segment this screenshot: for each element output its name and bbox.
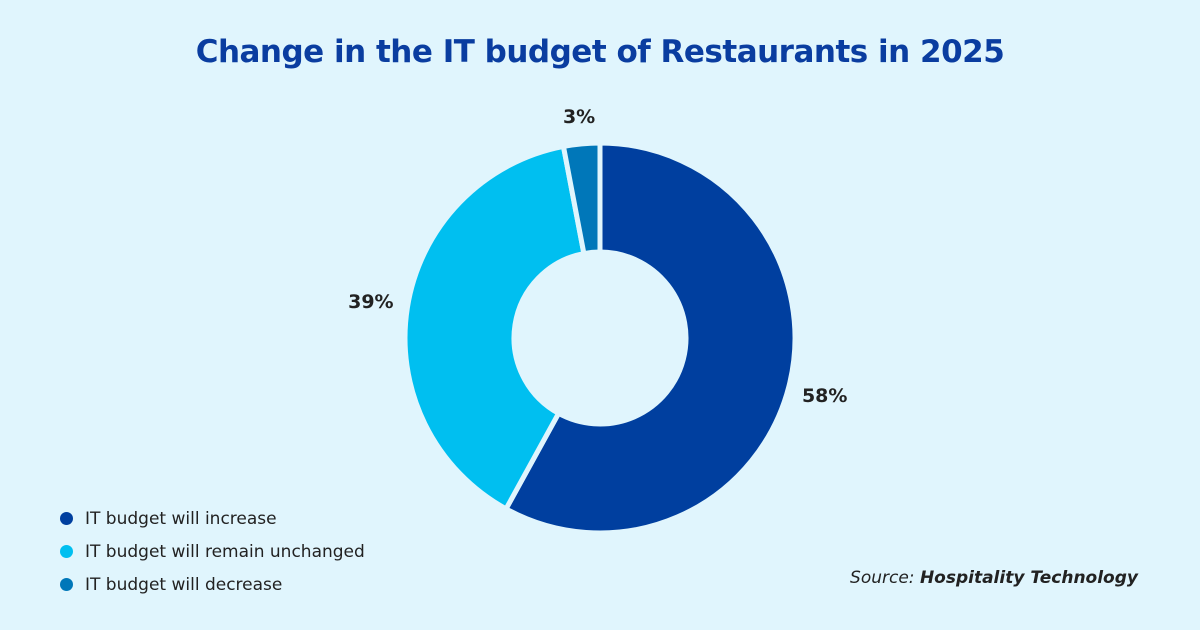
legend-dot-icon [60,545,73,558]
data-label: 3% [562,105,596,128]
legend-label: IT budget will increase [85,508,277,529]
data-label: 39% [348,290,394,313]
legend-label: IT budget will remain unchanged [85,541,365,562]
legend: IT budget will increase IT budget will re… [60,502,365,601]
source-prefix: Source: [850,568,915,588]
donut-slice-3 [560,140,603,257]
legend-item: IT budget will remain unchanged [60,535,365,568]
legend-dot-icon [60,512,73,525]
legend-dot-icon [60,578,73,591]
legend-item: IT budget will increase [60,502,365,535]
legend-label: IT budget will decrease [85,574,283,595]
donut-slice-2 [402,143,587,513]
source-name: Hospitality Technology [919,568,1138,588]
donut-slice-1 [502,140,798,536]
data-label: 58% [801,384,848,407]
source-note: Source: Hospitality Technology [850,568,1138,588]
legend-item: IT budget will decrease [60,568,365,601]
chart-title: Change in the IT budget of Restaurants i… [195,34,1005,70]
